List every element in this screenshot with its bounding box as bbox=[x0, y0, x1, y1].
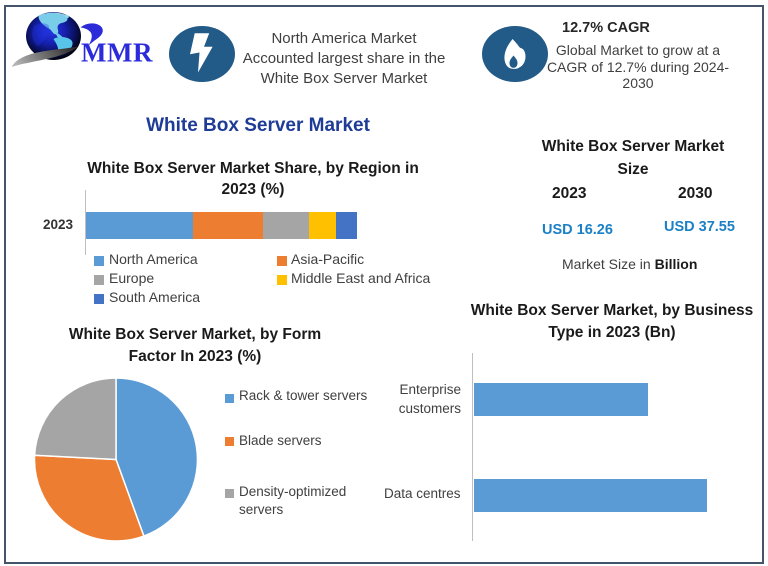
svg-text:MMR: MMR bbox=[81, 38, 153, 68]
